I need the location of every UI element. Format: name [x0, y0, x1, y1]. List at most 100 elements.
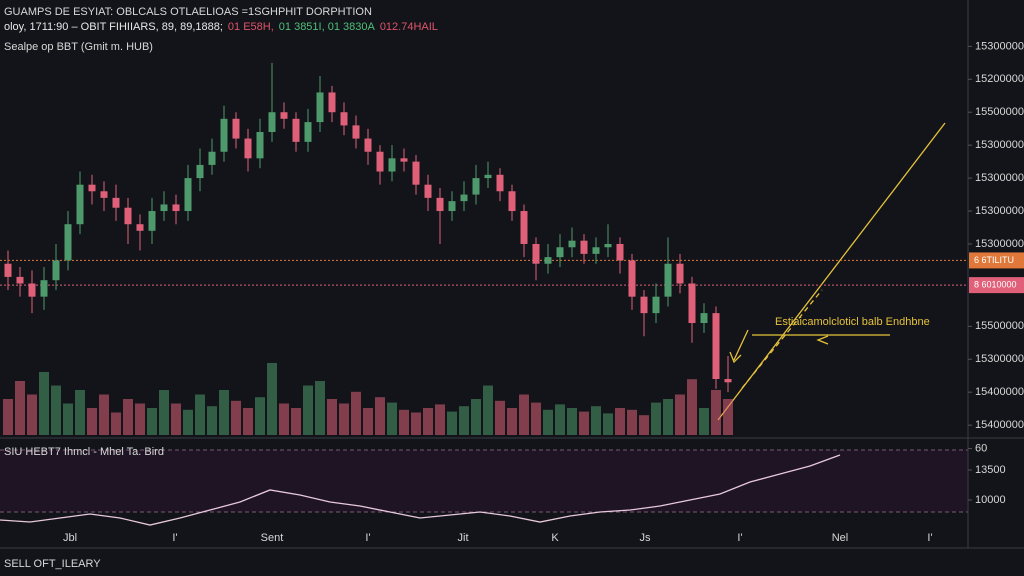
- volume-bar: [339, 403, 349, 435]
- indicator-tick-label: 13500: [975, 464, 1006, 476]
- candle-body: [532, 243, 540, 264]
- volume-bar: [123, 399, 133, 435]
- volume-bar: [615, 408, 625, 435]
- volume-bar: [423, 408, 433, 435]
- candle-body: [100, 191, 108, 198]
- volume-bar: [363, 408, 373, 435]
- volume-bar: [315, 381, 325, 435]
- candle-body: [364, 138, 372, 152]
- header-title: GUAMPS DE ESYIAT: OBLCALS OTLAELIOAS =1S…: [4, 6, 372, 18]
- candle-body: [400, 158, 408, 162]
- level-tag: [969, 252, 1024, 269]
- candle-body: [136, 224, 144, 231]
- y-tick-label: 15400000: [975, 419, 1024, 431]
- indicator-line: [0, 454, 841, 526]
- volume-bar: [411, 412, 421, 435]
- volume-bar: [675, 394, 685, 435]
- candle-body: [652, 296, 660, 314]
- candle-body: [64, 224, 72, 261]
- volume-bar: [459, 406, 469, 435]
- volume-bar: [627, 409, 637, 435]
- indicator-name: SIU HEBT7 Ihmcl - Mhel Ta. Bird: [4, 446, 164, 458]
- volume-bar: [255, 397, 265, 435]
- volume-bar: [447, 411, 457, 435]
- candle-body: [628, 260, 636, 297]
- candle-body: [616, 243, 624, 261]
- volume-bar: [135, 403, 145, 435]
- volume-bar: [291, 408, 301, 435]
- candle-body: [436, 197, 444, 212]
- volume-bar: [567, 408, 577, 435]
- volume-bar: [27, 394, 37, 435]
- time-label: K: [551, 532, 559, 544]
- volume-bar: [399, 409, 409, 435]
- volume-bar: [87, 408, 97, 435]
- volume-bar: [279, 403, 289, 435]
- volume-bar: [303, 385, 313, 435]
- time-label: I': [365, 532, 370, 544]
- volume-bar: [555, 404, 565, 435]
- volume-bar: [375, 397, 385, 435]
- quote-part: 01 E58H,: [228, 21, 274, 33]
- volume-bar: [267, 363, 277, 435]
- time-label: I': [172, 532, 177, 544]
- candle-body: [508, 191, 516, 212]
- candle-body: [724, 379, 732, 383]
- candle-body: [160, 204, 168, 212]
- candle-body: [604, 243, 612, 248]
- candle-body: [688, 283, 696, 324]
- volume-bar: [639, 415, 649, 435]
- candle-body: [88, 184, 96, 192]
- candle-body: [676, 263, 684, 284]
- y-tick-label: 15300000: [975, 205, 1024, 217]
- y-tick-label: 15300000: [975, 353, 1024, 365]
- time-label: Js: [640, 532, 652, 544]
- candle-body: [316, 92, 324, 123]
- candle-body: [52, 260, 60, 281]
- candle-body: [232, 118, 240, 139]
- candle-body: [484, 174, 492, 179]
- volume-bar: [435, 404, 445, 435]
- volume-bar: [75, 390, 85, 435]
- candle-body: [472, 178, 480, 195]
- level-tag: [969, 277, 1024, 294]
- candle-body: [40, 280, 48, 297]
- candle-body: [664, 263, 672, 297]
- time-label: I': [737, 532, 742, 544]
- candle-body: [388, 158, 396, 172]
- volume-bar: [51, 385, 61, 435]
- volume-bar: [711, 390, 721, 435]
- candle-body: [700, 313, 708, 324]
- candle-body: [544, 257, 552, 264]
- volume-bar: [687, 379, 697, 435]
- volume-bar: [699, 408, 709, 435]
- candle-body: [568, 240, 576, 248]
- volume-bar: [147, 408, 157, 435]
- candle-body: [412, 161, 420, 185]
- candle-body: [496, 174, 504, 192]
- candle-body: [580, 240, 588, 254]
- volume-bar: [483, 385, 493, 435]
- candle-body: [112, 197, 120, 208]
- volume-bar: [3, 399, 13, 435]
- volume-bar: [39, 372, 49, 435]
- candle-body: [16, 276, 24, 284]
- candle-body: [292, 118, 300, 142]
- time-label: Sent: [261, 532, 284, 544]
- volume-bar: [519, 394, 529, 435]
- candle-body: [352, 125, 360, 139]
- symbol: Sealpe op BBT (Gmit m. HUB): [4, 41, 153, 53]
- volume-bar: [543, 409, 553, 435]
- volume-bar: [723, 399, 733, 435]
- candle-body: [448, 201, 456, 212]
- volume-bar: [171, 403, 181, 435]
- candle-body: [712, 313, 720, 380]
- volume-bar: [111, 412, 121, 435]
- y-tick-label: 15200000: [975, 73, 1024, 85]
- quote-part: oloy, 1711:90 – OBIT FIHIIARS, 89, 89,18…: [4, 21, 223, 33]
- candle-body: [244, 138, 252, 159]
- candle-body: [172, 204, 180, 212]
- candle-body: [184, 178, 192, 212]
- time-label: Jbl: [63, 532, 77, 544]
- y-tick-label: 15400000: [975, 386, 1024, 398]
